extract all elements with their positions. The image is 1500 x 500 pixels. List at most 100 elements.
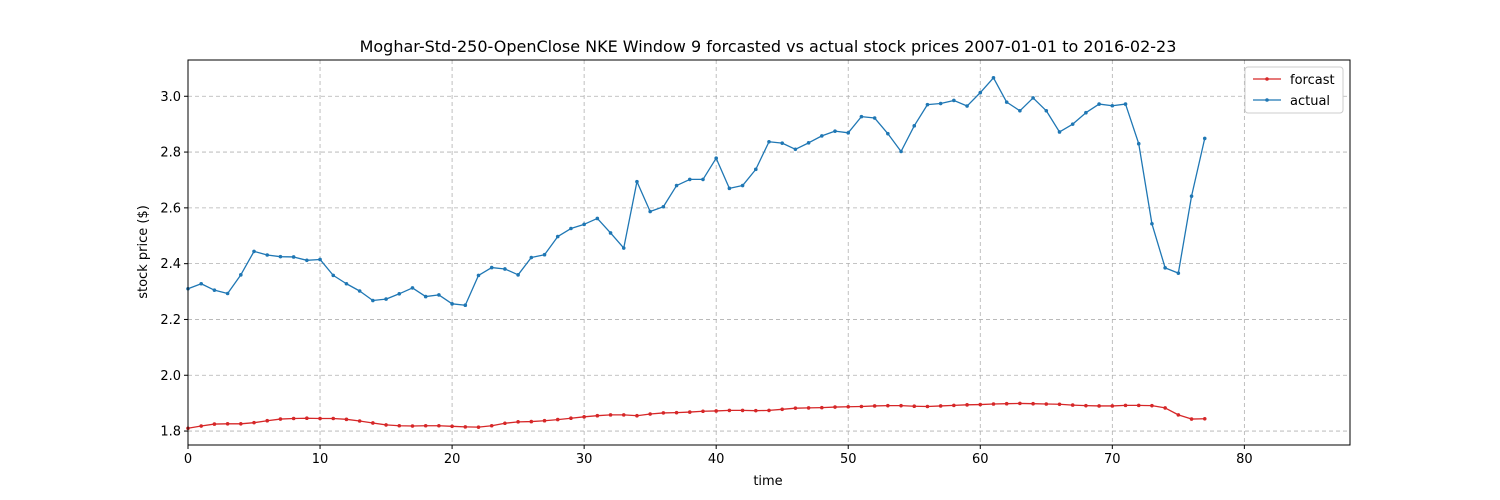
data-point-actual	[661, 204, 666, 209]
data-point-actual	[305, 258, 309, 263]
y-tick-label: 2.6	[160, 201, 181, 216]
data-point-forcast	[1136, 403, 1141, 408]
data-point-actual	[991, 76, 996, 80]
data-point-forcast	[1004, 401, 1009, 406]
x-tick-label: 20	[444, 452, 461, 467]
data-point-actual	[582, 222, 586, 227]
data-point-actual	[1018, 108, 1022, 113]
data-point-forcast	[291, 416, 296, 421]
data-point-forcast	[1110, 404, 1115, 408]
data-point-actual	[344, 281, 349, 286]
data-point-forcast	[952, 403, 956, 408]
x-tick-label: 60	[972, 452, 989, 467]
data-point-actual	[397, 291, 402, 296]
data-point-forcast	[410, 424, 415, 428]
data-point-actual	[1189, 194, 1194, 198]
y-tick-label: 3.0	[160, 90, 181, 105]
data-point-actual	[278, 254, 283, 259]
data-point-forcast	[859, 404, 864, 409]
data-point-forcast	[1163, 406, 1167, 410]
grid-lines	[187, 60, 1350, 445]
data-point-forcast	[199, 424, 203, 428]
data-point-forcast	[767, 408, 771, 413]
data-point-actual	[357, 289, 362, 293]
data-point-actual	[806, 141, 811, 145]
data-point-forcast	[1202, 416, 1207, 421]
data-point-forcast	[780, 407, 784, 412]
data-point-forcast	[463, 425, 468, 429]
data-point-actual	[635, 179, 639, 184]
x-tick-label: 40	[708, 452, 725, 467]
data-point-actual	[555, 234, 560, 239]
series-line-actual	[187, 77, 1206, 306]
data-point-actual	[1136, 141, 1141, 146]
legend-marker-forcast	[1265, 77, 1269, 81]
data-point-forcast	[727, 408, 732, 413]
data-point-actual	[450, 302, 454, 306]
data-point-forcast	[1150, 403, 1154, 408]
data-point-forcast	[1018, 401, 1022, 406]
data-point-actual	[384, 297, 388, 301]
y-tick-label: 2.4	[160, 257, 181, 272]
data-point-actual	[859, 114, 864, 119]
data-point-forcast	[608, 413, 613, 417]
data-point-actual	[872, 116, 877, 120]
legend-marker-actual	[1265, 98, 1269, 102]
data-point-actual	[965, 104, 969, 108]
data-point-actual	[978, 90, 983, 95]
data-point-actual	[516, 273, 520, 277]
data-point-forcast	[344, 417, 349, 422]
data-point-actual	[899, 149, 903, 154]
plot-frame	[187, 59, 1351, 446]
data-point-actual	[595, 216, 600, 221]
data-point-forcast	[555, 417, 560, 422]
series-layer	[186, 76, 1207, 431]
data-point-forcast	[833, 405, 837, 409]
data-point-actual	[912, 124, 917, 128]
data-point-forcast	[820, 405, 824, 410]
data-point-actual	[820, 134, 824, 138]
data-point-actual	[542, 252, 547, 257]
data-point-actual	[767, 139, 771, 144]
x-tick-label: 10	[312, 452, 329, 467]
data-point-actual	[1123, 102, 1128, 106]
y-tick-label: 2.0	[160, 369, 181, 384]
y-tick-label: 1.8	[160, 425, 181, 440]
data-point-forcast	[1057, 402, 1062, 407]
data-point-actual	[648, 209, 652, 214]
data-point-forcast	[714, 409, 718, 413]
data-point-forcast	[899, 403, 903, 408]
data-point-forcast	[846, 404, 851, 409]
data-point-forcast	[331, 416, 336, 421]
data-point-forcast	[212, 422, 217, 426]
data-point-forcast	[806, 406, 811, 410]
y-tick-label: 2.2	[160, 313, 181, 328]
data-point-forcast	[754, 408, 758, 413]
data-point-actual	[1176, 271, 1181, 275]
data-point-forcast	[991, 402, 996, 406]
data-point-forcast	[978, 402, 983, 407]
data-point-actual	[423, 294, 428, 299]
data-point-forcast	[687, 410, 692, 414]
data-point-actual	[621, 246, 626, 250]
y-tick-label: 2.8	[160, 146, 181, 161]
data-point-actual	[331, 273, 336, 278]
data-point-actual	[476, 273, 481, 278]
data-point-forcast	[516, 420, 520, 424]
y-axis-label: stock price ($)	[136, 205, 151, 299]
data-point-forcast	[938, 404, 943, 408]
data-point-actual	[780, 141, 784, 145]
data-point-actual	[1004, 100, 1009, 104]
data-point-actual	[740, 183, 745, 188]
legend-label-forcast: forcast	[1290, 73, 1335, 88]
data-point-actual	[1150, 221, 1154, 226]
data-point-forcast	[886, 403, 890, 408]
series-line-forcast	[187, 402, 1205, 429]
data-point-actual	[608, 231, 613, 235]
data-point-actual	[674, 183, 679, 188]
data-point-actual	[833, 129, 837, 133]
data-point-forcast	[569, 416, 573, 421]
data-point-forcast	[1176, 413, 1181, 417]
data-point-actual	[938, 101, 943, 106]
data-point-forcast	[371, 421, 375, 425]
